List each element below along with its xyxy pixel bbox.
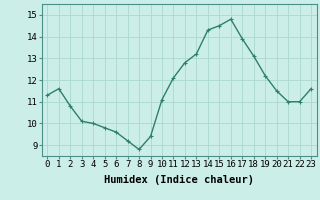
X-axis label: Humidex (Indice chaleur): Humidex (Indice chaleur) [104,175,254,185]
